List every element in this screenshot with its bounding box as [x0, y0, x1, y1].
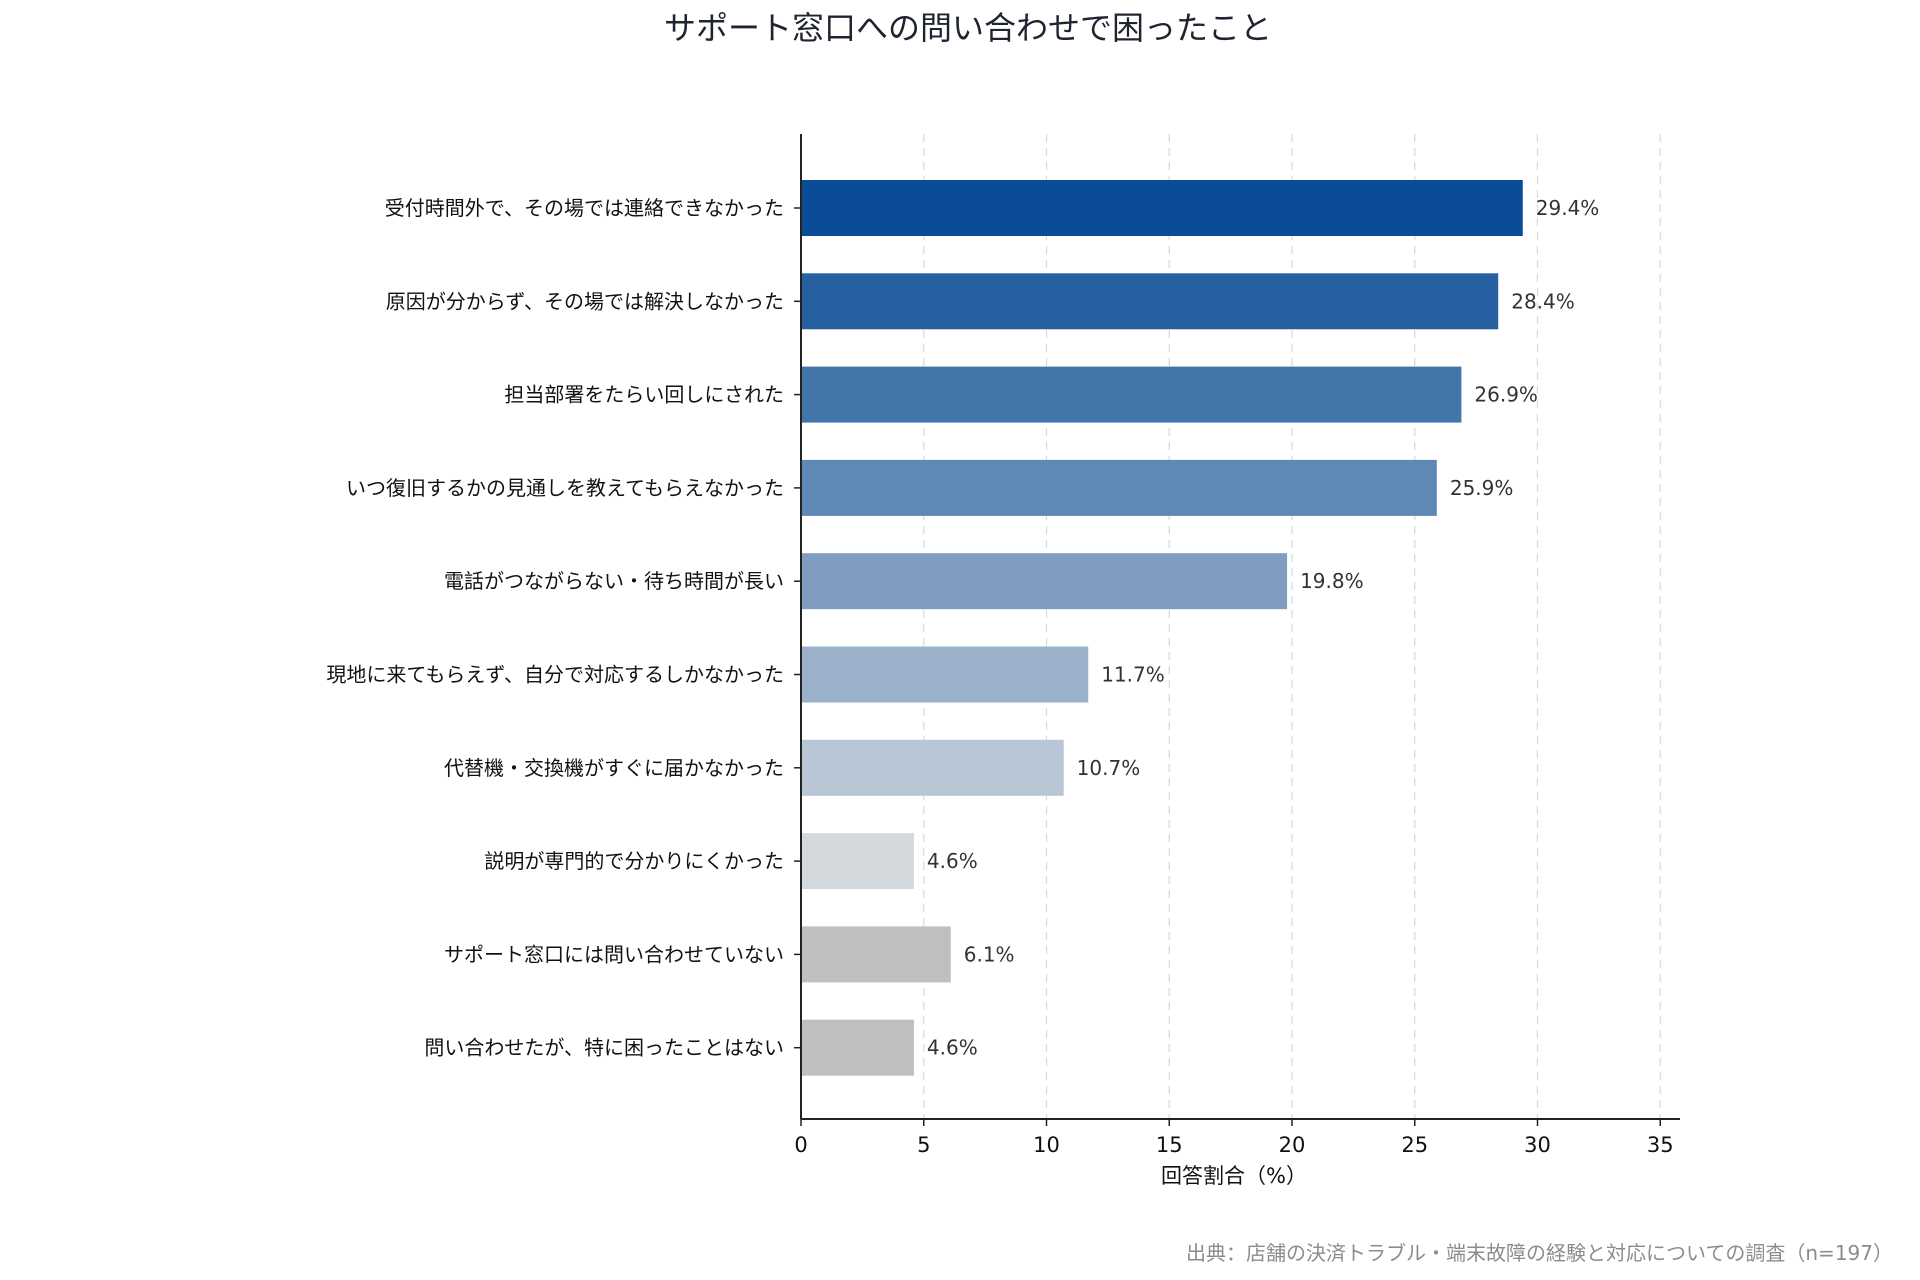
x-tick-label: 5: [917, 1133, 930, 1157]
x-tick-label: 25: [1401, 1133, 1428, 1157]
value-label: 19.8%: [1300, 569, 1364, 593]
bar: [801, 926, 951, 983]
x-tick-label: 10: [1033, 1133, 1060, 1157]
bar: [801, 739, 1064, 796]
bars: [801, 180, 1523, 1076]
x-tick-label: 35: [1647, 1133, 1674, 1157]
value-label: 4.6%: [927, 1036, 978, 1060]
x-tick-label: 30: [1524, 1133, 1551, 1157]
chart-title: サポート窓口への問い合わせで困ったこと: [664, 9, 1272, 47]
x-tick-label: 20: [1279, 1133, 1306, 1157]
labels: 0 5 10 15 20 25 30 35 受付時間外で、その場では連絡できなかった 29.4% 原…: [326, 196, 1673, 1157]
value-label: 4.6%: [927, 849, 978, 873]
category-label: 代替機・交換機がすぐに届かなかった: [444, 756, 784, 780]
category-label: 現地に来てもらえず、自分で対応するしかなかった: [326, 663, 784, 687]
category-label: いつ復旧するかの見通しを教えてもらえなかった: [346, 476, 784, 500]
bar: [801, 553, 1288, 610]
category-label: 受付時間外で、その場では連絡できなかった: [385, 196, 784, 220]
bar: [801, 833, 914, 890]
value-label: 10.7%: [1077, 756, 1141, 780]
category-label: 問い合わせたが、特に困ったことはない: [424, 1036, 784, 1060]
bar: [801, 366, 1462, 423]
category-label: 説明が専門的で分かりにくかった: [484, 849, 784, 873]
value-label: 26.9%: [1474, 383, 1538, 407]
bar: [801, 1019, 914, 1076]
x-tick-label: 15: [1156, 1133, 1183, 1157]
bar: [801, 646, 1089, 703]
value-label: 11.7%: [1101, 663, 1165, 687]
grid-lines: [923, 134, 1661, 1119]
value-label: 29.4%: [1536, 196, 1600, 220]
x-axis-label: 回答割合（%）: [1161, 1164, 1307, 1188]
value-label: 28.4%: [1511, 289, 1575, 313]
x-tick-label: 0: [794, 1133, 807, 1157]
bar: [801, 459, 1437, 516]
source-note: 出典：店舗の決済トラブル・端末故障の経験と対応についての調査（n=197）: [1186, 1241, 1893, 1265]
value-label: 6.1%: [964, 942, 1015, 966]
category-label: 電話がつながらない・待ち時間が長い: [444, 569, 784, 593]
category-label: サポート窓口には問い合わせていない: [444, 942, 784, 966]
bar: [801, 180, 1523, 236]
value-label: 25.9%: [1450, 476, 1514, 500]
category-label: 原因が分からず、その場では解決しなかった: [386, 289, 784, 313]
category-label: 担当部署をたらい回しにされた: [504, 383, 784, 407]
bar: [801, 273, 1499, 330]
